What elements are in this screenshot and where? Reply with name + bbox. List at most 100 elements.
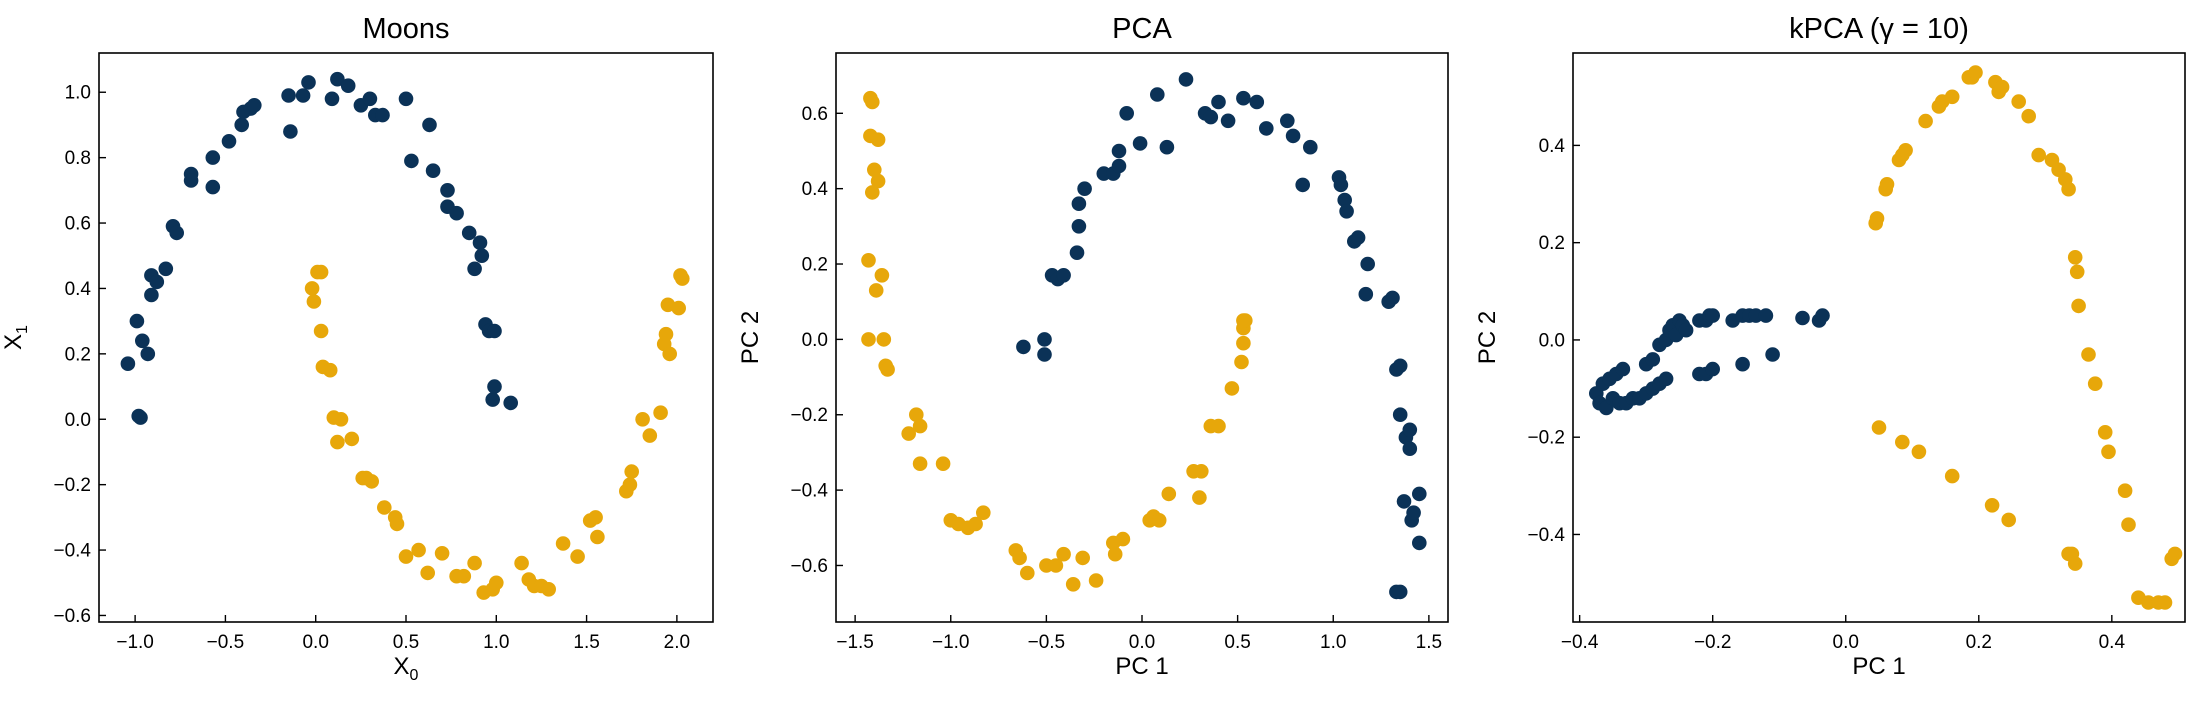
data-point	[1012, 550, 1027, 566]
data-point	[1115, 531, 1131, 547]
data-point	[313, 264, 329, 280]
data-point	[2011, 94, 2026, 109]
data-point	[1350, 230, 1366, 245]
x-tick-label: 1.0	[483, 632, 509, 653]
data-point	[1678, 322, 1694, 338]
data-point	[1869, 211, 1885, 226]
data-point	[1911, 444, 1927, 460]
chart-title: PCA	[1112, 13, 1172, 45]
data-point	[976, 505, 991, 520]
data-point	[1048, 558, 1064, 573]
data-point	[1161, 486, 1177, 502]
data-point	[2067, 249, 2083, 265]
data-point	[861, 252, 876, 268]
data-point	[2071, 298, 2086, 314]
data-point	[1178, 72, 1194, 87]
data-point	[1211, 94, 1226, 110]
y-tick-label: 0.2	[65, 344, 91, 365]
data-point	[1234, 354, 1249, 370]
data-point	[935, 456, 951, 472]
x-tick-label: 1.5	[573, 632, 599, 653]
data-point	[2167, 546, 2183, 562]
y-tick-label: −0.4	[790, 481, 828, 502]
x-tick-label: −1.5	[836, 632, 874, 653]
data-point	[867, 162, 882, 178]
x-tick-label: 0.0	[1129, 632, 1155, 653]
data-point	[129, 313, 145, 329]
x-tick-label: 2.0	[664, 632, 690, 653]
data-point	[1396, 494, 1412, 509]
data-point	[247, 98, 262, 113]
data-point	[2157, 595, 2173, 610]
x-tick-label: 1.5	[1416, 632, 1442, 653]
data-point	[389, 516, 405, 532]
data-point	[653, 405, 668, 421]
y-tick-label: 0.8	[65, 148, 91, 169]
data-point	[1194, 464, 1209, 479]
data-point	[1150, 87, 1165, 102]
data-point	[1333, 177, 1349, 193]
x-tick-label: 0.2	[1966, 632, 1992, 653]
data-point	[2101, 444, 2116, 460]
data-point	[1765, 347, 1780, 362]
data-point	[662, 346, 677, 362]
data-point	[398, 549, 414, 564]
x-tick-label: 1.0	[1320, 632, 1346, 653]
data-point	[1918, 113, 1933, 129]
data-point	[2117, 483, 2133, 499]
axes-frame	[1572, 52, 2186, 623]
y-tick-label: 0.0	[1539, 330, 1565, 351]
data-point	[1412, 486, 1427, 502]
data-point	[503, 395, 518, 411]
data-point	[301, 75, 316, 90]
data-point	[1203, 109, 1219, 125]
data-point	[541, 582, 556, 597]
data-point	[968, 516, 983, 532]
data-point	[874, 268, 890, 283]
y-axis-label: PC 2	[1474, 311, 1501, 364]
data-point	[1236, 90, 1251, 106]
data-point	[456, 568, 472, 584]
data-point	[1944, 468, 1960, 484]
series-1	[120, 71, 518, 425]
data-point	[624, 464, 639, 479]
data-point	[1358, 286, 1374, 302]
data-point	[622, 477, 638, 493]
data-point	[1895, 434, 1910, 450]
data-point	[1220, 113, 1236, 129]
data-point	[1758, 308, 1774, 323]
data-point	[1065, 577, 1081, 592]
data-point	[865, 185, 880, 200]
y-tick-label: 0.6	[65, 214, 91, 235]
data-point	[149, 274, 165, 290]
data-point	[1337, 192, 1352, 208]
data-point	[304, 281, 320, 296]
data-point	[1815, 308, 1830, 323]
series-1	[1589, 308, 1830, 416]
series-1	[1016, 72, 1427, 600]
data-point	[1658, 371, 1674, 387]
data-point	[377, 500, 392, 515]
data-point	[485, 392, 501, 407]
data-point	[324, 91, 340, 107]
y-tick-label: −0.2	[53, 475, 91, 496]
y-tick-label: −0.2	[790, 405, 828, 426]
series-2	[861, 90, 1253, 592]
data-point	[1871, 420, 1887, 435]
data-point	[912, 418, 928, 434]
series-2	[304, 264, 690, 600]
y-axis-label: PC 2	[737, 311, 764, 364]
data-point	[425, 163, 441, 178]
data-point	[635, 412, 650, 427]
data-point	[295, 88, 311, 103]
data-point	[1994, 79, 2010, 95]
data-point	[306, 294, 322, 309]
data-point	[1071, 196, 1087, 211]
data-point	[2021, 108, 2036, 124]
data-point	[590, 529, 605, 545]
data-point	[1037, 332, 1052, 347]
x-axis-label: PC 1	[1852, 653, 1905, 680]
data-point	[420, 565, 436, 581]
data-point	[158, 261, 174, 277]
y-tick-label: −0.6	[790, 556, 828, 577]
